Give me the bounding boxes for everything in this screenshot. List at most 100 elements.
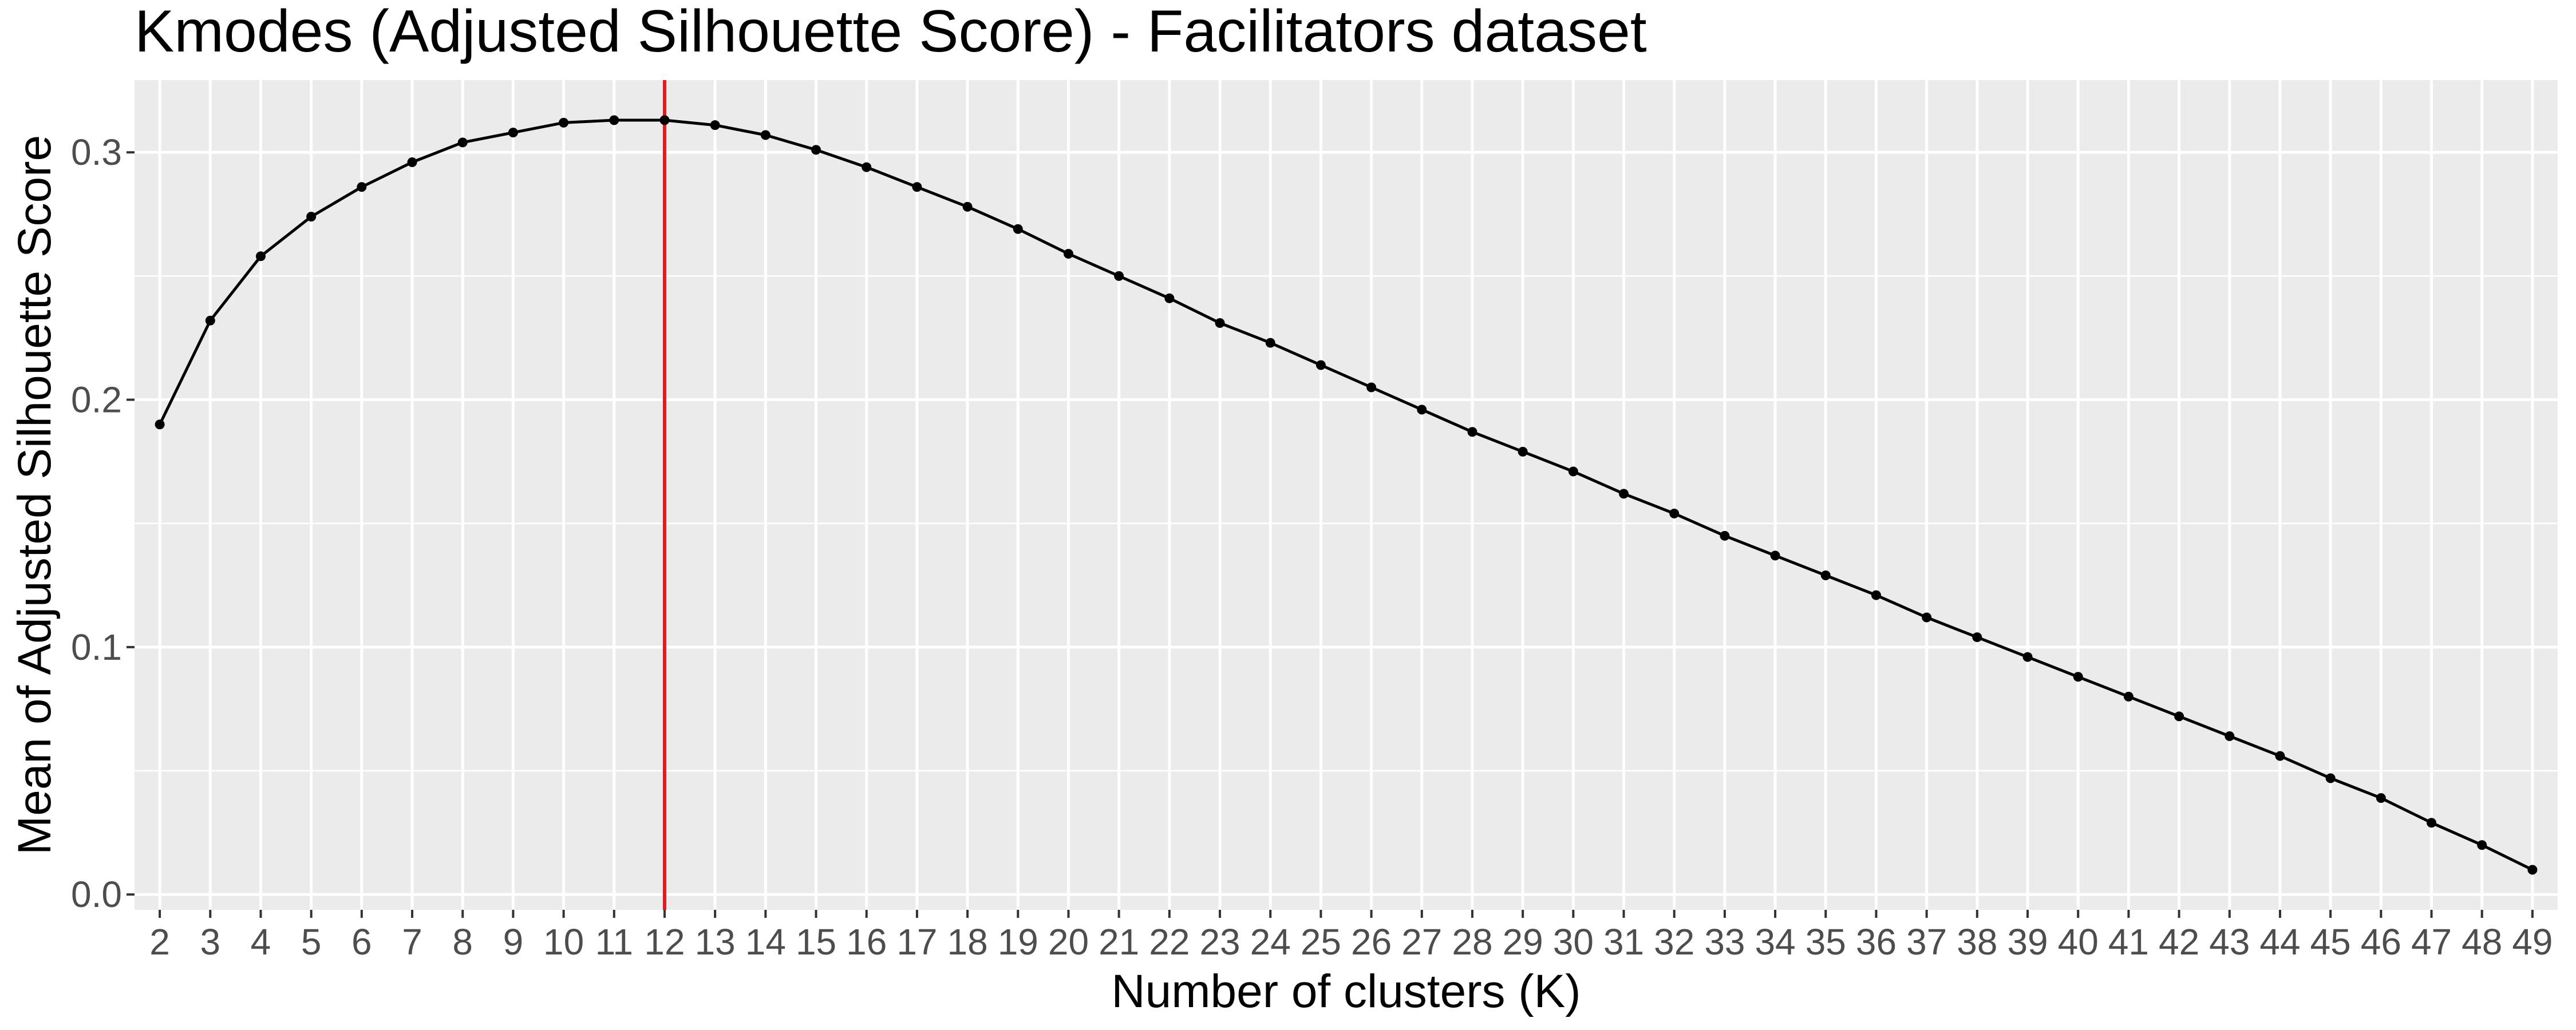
x-tick-label: 32 bbox=[1654, 921, 1694, 962]
data-point bbox=[2123, 691, 2134, 702]
x-tick-label: 38 bbox=[1957, 921, 1997, 962]
x-tick-label: 17 bbox=[896, 921, 937, 962]
data-point bbox=[1467, 427, 1477, 437]
data-point bbox=[1871, 590, 1881, 600]
data-point bbox=[1568, 466, 1578, 477]
x-tick-label: 27 bbox=[1401, 921, 1442, 962]
x-tick-label: 48 bbox=[2462, 921, 2502, 962]
data-point bbox=[407, 157, 417, 168]
axes-layer: 0.00.10.20.32 3 4 5 6 7 8 9 10 11 12 13 14 15 16 17 18 19… bbox=[71, 132, 2553, 962]
x-tick-label: 47 bbox=[2411, 921, 2452, 962]
data-point bbox=[1063, 248, 1073, 259]
data-point bbox=[2073, 672, 2083, 682]
x-axis-title: Number of clusters (K) bbox=[1111, 965, 1581, 1017]
data-point bbox=[1215, 318, 1225, 328]
data-point bbox=[2225, 731, 2235, 742]
x-tick-label: 19 bbox=[998, 921, 1038, 962]
x-tick-label: 5 bbox=[301, 921, 322, 962]
x-tick-label: 7 bbox=[402, 921, 422, 962]
x-tick-label: 29 bbox=[1503, 921, 1543, 962]
data-point bbox=[760, 130, 771, 140]
x-tick-label: 34 bbox=[1755, 921, 1796, 962]
x-tick-label: 44 bbox=[2259, 921, 2300, 962]
x-tick-label: 4 bbox=[251, 921, 271, 962]
data-point bbox=[2022, 652, 2033, 662]
x-tick-label: 24 bbox=[1250, 921, 1291, 962]
x-tick-label: 25 bbox=[1301, 921, 1341, 962]
data-point bbox=[457, 137, 468, 148]
x-tick-label: 26 bbox=[1351, 921, 1392, 962]
x-tick-label: 33 bbox=[1704, 921, 1745, 962]
data-point bbox=[155, 419, 165, 430]
x-tick-label: 28 bbox=[1452, 921, 1492, 962]
data-point bbox=[255, 251, 266, 262]
data-point bbox=[912, 182, 922, 192]
x-tick-label: 40 bbox=[2058, 921, 2099, 962]
data-point bbox=[559, 117, 569, 128]
data-point bbox=[357, 182, 367, 192]
x-tick-label: 49 bbox=[2512, 921, 2553, 962]
y-tick-label: 0.3 bbox=[71, 132, 122, 173]
data-point bbox=[508, 128, 518, 138]
data-point bbox=[1720, 530, 1730, 541]
data-point bbox=[1922, 612, 1932, 623]
series-line bbox=[158, 118, 2534, 871]
x-tick-label: 10 bbox=[543, 921, 584, 962]
x-tick-label: 42 bbox=[2159, 921, 2199, 962]
data-point bbox=[659, 115, 670, 125]
x-tick-label: 35 bbox=[1805, 921, 1846, 962]
data-point bbox=[1518, 446, 1528, 457]
data-point bbox=[1114, 271, 1124, 281]
data-point bbox=[2376, 793, 2386, 803]
y-tick-label: 0.1 bbox=[71, 627, 122, 668]
data-point bbox=[2477, 840, 2487, 850]
x-tick-label: 30 bbox=[1553, 921, 1594, 962]
x-tick-label: 37 bbox=[1906, 921, 1947, 962]
y-axis-title: Mean of Adjusted Silhouette Score bbox=[9, 135, 61, 855]
x-tick-label: 13 bbox=[695, 921, 736, 962]
x-tick-label: 31 bbox=[1603, 921, 1644, 962]
x-tick-label: 12 bbox=[644, 921, 685, 962]
data-point bbox=[862, 162, 872, 172]
data-point bbox=[306, 212, 317, 222]
x-tick-label: 18 bbox=[947, 921, 988, 962]
data-point bbox=[1619, 489, 1629, 499]
x-tick-label: 9 bbox=[503, 921, 524, 962]
x-tick-label: 2 bbox=[149, 921, 170, 962]
series-layer bbox=[155, 115, 2538, 875]
x-tick-label: 46 bbox=[2361, 921, 2401, 962]
grid-lines bbox=[135, 80, 2558, 910]
x-tick-label: 20 bbox=[1048, 921, 1089, 962]
x-tick-label: 11 bbox=[595, 921, 633, 962]
data-point bbox=[1366, 382, 1377, 393]
data-point bbox=[1013, 224, 1023, 234]
data-point bbox=[1972, 632, 1982, 643]
x-tick-label: 36 bbox=[1856, 921, 1897, 962]
x-tick-label: 14 bbox=[745, 921, 786, 962]
data-point bbox=[1417, 405, 1427, 415]
data-point bbox=[2174, 711, 2184, 722]
x-tick-label: 43 bbox=[2209, 921, 2250, 962]
x-tick-label: 15 bbox=[796, 921, 836, 962]
data-point bbox=[609, 115, 619, 125]
x-tick-label: 41 bbox=[2108, 921, 2149, 962]
data-point bbox=[1770, 550, 1780, 561]
x-tick-label: 6 bbox=[351, 921, 372, 962]
data-point bbox=[1820, 571, 1831, 581]
x-tick-label: 22 bbox=[1149, 921, 1190, 962]
plot-panel bbox=[135, 80, 2558, 910]
data-point bbox=[1164, 293, 1175, 303]
data-point bbox=[2275, 751, 2285, 761]
data-point bbox=[205, 315, 215, 326]
data-point bbox=[2527, 865, 2538, 875]
data-point bbox=[2325, 773, 2336, 783]
x-tick-label: 3 bbox=[200, 921, 220, 962]
data-point bbox=[2427, 818, 2437, 828]
data-point bbox=[811, 145, 821, 155]
x-tick-label: 8 bbox=[452, 921, 473, 962]
y-tick-label: 0.0 bbox=[71, 874, 122, 915]
y-tick-label: 0.2 bbox=[71, 379, 122, 421]
data-point bbox=[1265, 338, 1275, 348]
x-tick-label: 21 bbox=[1099, 921, 1139, 962]
